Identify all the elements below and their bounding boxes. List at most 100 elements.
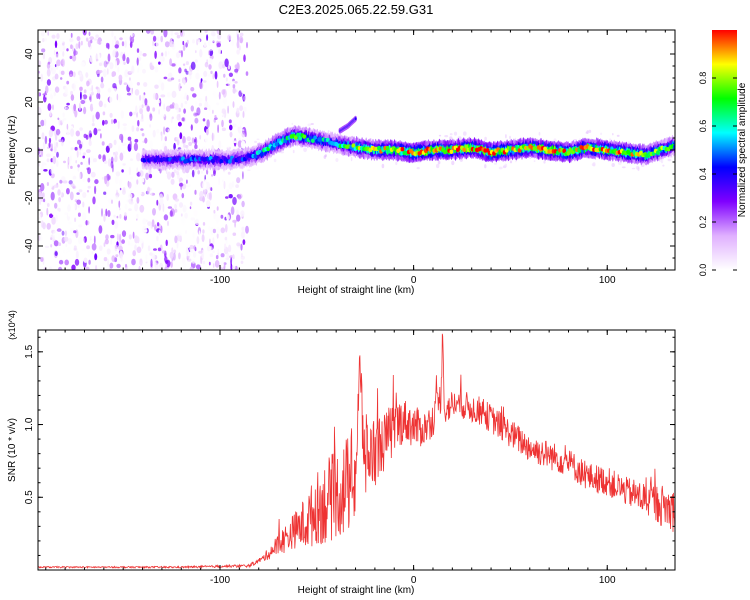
noise-speck <box>82 212 87 221</box>
noise-speck <box>177 121 182 127</box>
noise-speck <box>416 167 420 170</box>
noise-speck <box>156 129 160 134</box>
noise-speck <box>186 136 192 142</box>
x-tick-label: 0 <box>411 575 417 586</box>
noise-speck <box>235 89 238 93</box>
noise-speck <box>156 222 160 227</box>
noise-speck <box>50 148 53 151</box>
noise-speck <box>61 176 66 182</box>
noise-speck <box>240 260 244 264</box>
noise-speck <box>114 151 119 156</box>
noise-speck <box>39 213 42 218</box>
noise-speck <box>194 59 198 63</box>
noise-speck <box>240 140 246 149</box>
noise-speck <box>611 163 615 167</box>
noise-speck <box>162 250 167 254</box>
noise-speck <box>212 263 215 268</box>
noise-speck <box>89 103 94 112</box>
noise-speck <box>135 105 138 114</box>
noise-speck <box>327 130 330 133</box>
noise-speck <box>169 58 173 66</box>
noise-speck <box>116 263 121 269</box>
noise-speck <box>232 232 237 236</box>
noise-speck <box>222 96 227 105</box>
noise-speck <box>254 140 257 143</box>
noise-speck <box>98 70 103 73</box>
noise-speck <box>247 169 251 171</box>
noise-speck <box>136 167 139 174</box>
noise-speck <box>114 244 119 249</box>
noise-speck <box>231 39 234 47</box>
noise-speck <box>449 133 453 136</box>
noise-speck <box>205 95 208 102</box>
ridge-peak <box>259 152 264 157</box>
noise-speck <box>243 54 246 62</box>
noise-speck <box>235 184 240 189</box>
noise-speck <box>245 71 249 76</box>
noise-speck <box>115 195 119 200</box>
colorbar-ticks: 0.0 0.2 0.4 0.6 0.8 <box>698 72 737 276</box>
noise-speck <box>232 254 235 260</box>
noise-speck <box>155 39 160 48</box>
noise-speck <box>68 221 72 225</box>
noise-speck <box>134 244 137 251</box>
noise-speck <box>179 132 183 140</box>
noise-speck <box>190 61 196 70</box>
noise-speck <box>149 113 153 121</box>
noise-speck <box>83 236 87 243</box>
colorbar-scale <box>712 30 737 270</box>
noise-speck <box>241 200 245 208</box>
noise-speck <box>194 189 197 195</box>
noise-speck <box>631 167 636 170</box>
noise-speck <box>39 200 41 205</box>
noise-speck <box>40 197 44 202</box>
noise-speck <box>449 136 453 140</box>
noise-speck <box>132 113 137 119</box>
noise-speck <box>637 167 640 172</box>
noise-speck <box>93 127 98 136</box>
noise-speck <box>592 162 596 167</box>
noise-speck <box>122 150 126 155</box>
noise-speck <box>167 50 170 55</box>
snr-y-axis-label: SNR (10 * v/v) <box>7 418 18 482</box>
noise-speck <box>71 83 75 89</box>
noise-speck <box>176 34 181 39</box>
noise-speck <box>181 192 185 199</box>
noise-speck <box>110 238 113 245</box>
noise-speck <box>108 175 111 180</box>
noise-speck <box>40 73 44 82</box>
noise-speck <box>170 261 173 268</box>
noise-speck <box>242 171 244 180</box>
noise-speck <box>191 137 195 144</box>
noise-speck <box>165 239 168 246</box>
noise-speck <box>80 161 83 165</box>
noise-speck <box>228 244 232 253</box>
noise-speck <box>83 133 87 139</box>
noise-speck <box>107 53 111 62</box>
noise-speck <box>181 257 186 264</box>
noise-speck <box>70 90 73 96</box>
noise-speck <box>129 41 133 48</box>
noise-speck <box>114 220 119 229</box>
noise-speck <box>73 245 77 251</box>
noise-speck <box>68 156 72 165</box>
noise-speck <box>78 102 81 111</box>
noise-speck <box>194 113 199 116</box>
noise-speck <box>203 187 206 197</box>
noise-speck <box>178 82 182 92</box>
noise-speck <box>210 227 214 236</box>
noise-speck <box>69 37 74 43</box>
noise-speck <box>148 173 153 179</box>
noise-speck <box>41 251 46 254</box>
noise-speck <box>69 74 73 77</box>
noise-speck <box>46 68 51 77</box>
noise-speck <box>74 81 78 85</box>
noise-speck <box>140 128 144 131</box>
noise-speck <box>119 63 123 72</box>
noise-speck <box>192 39 195 44</box>
noise-speck <box>216 169 219 178</box>
noise-speck <box>241 131 246 138</box>
noise-speck <box>232 83 236 89</box>
noise-speck <box>149 65 155 71</box>
noise-speck <box>234 60 238 66</box>
